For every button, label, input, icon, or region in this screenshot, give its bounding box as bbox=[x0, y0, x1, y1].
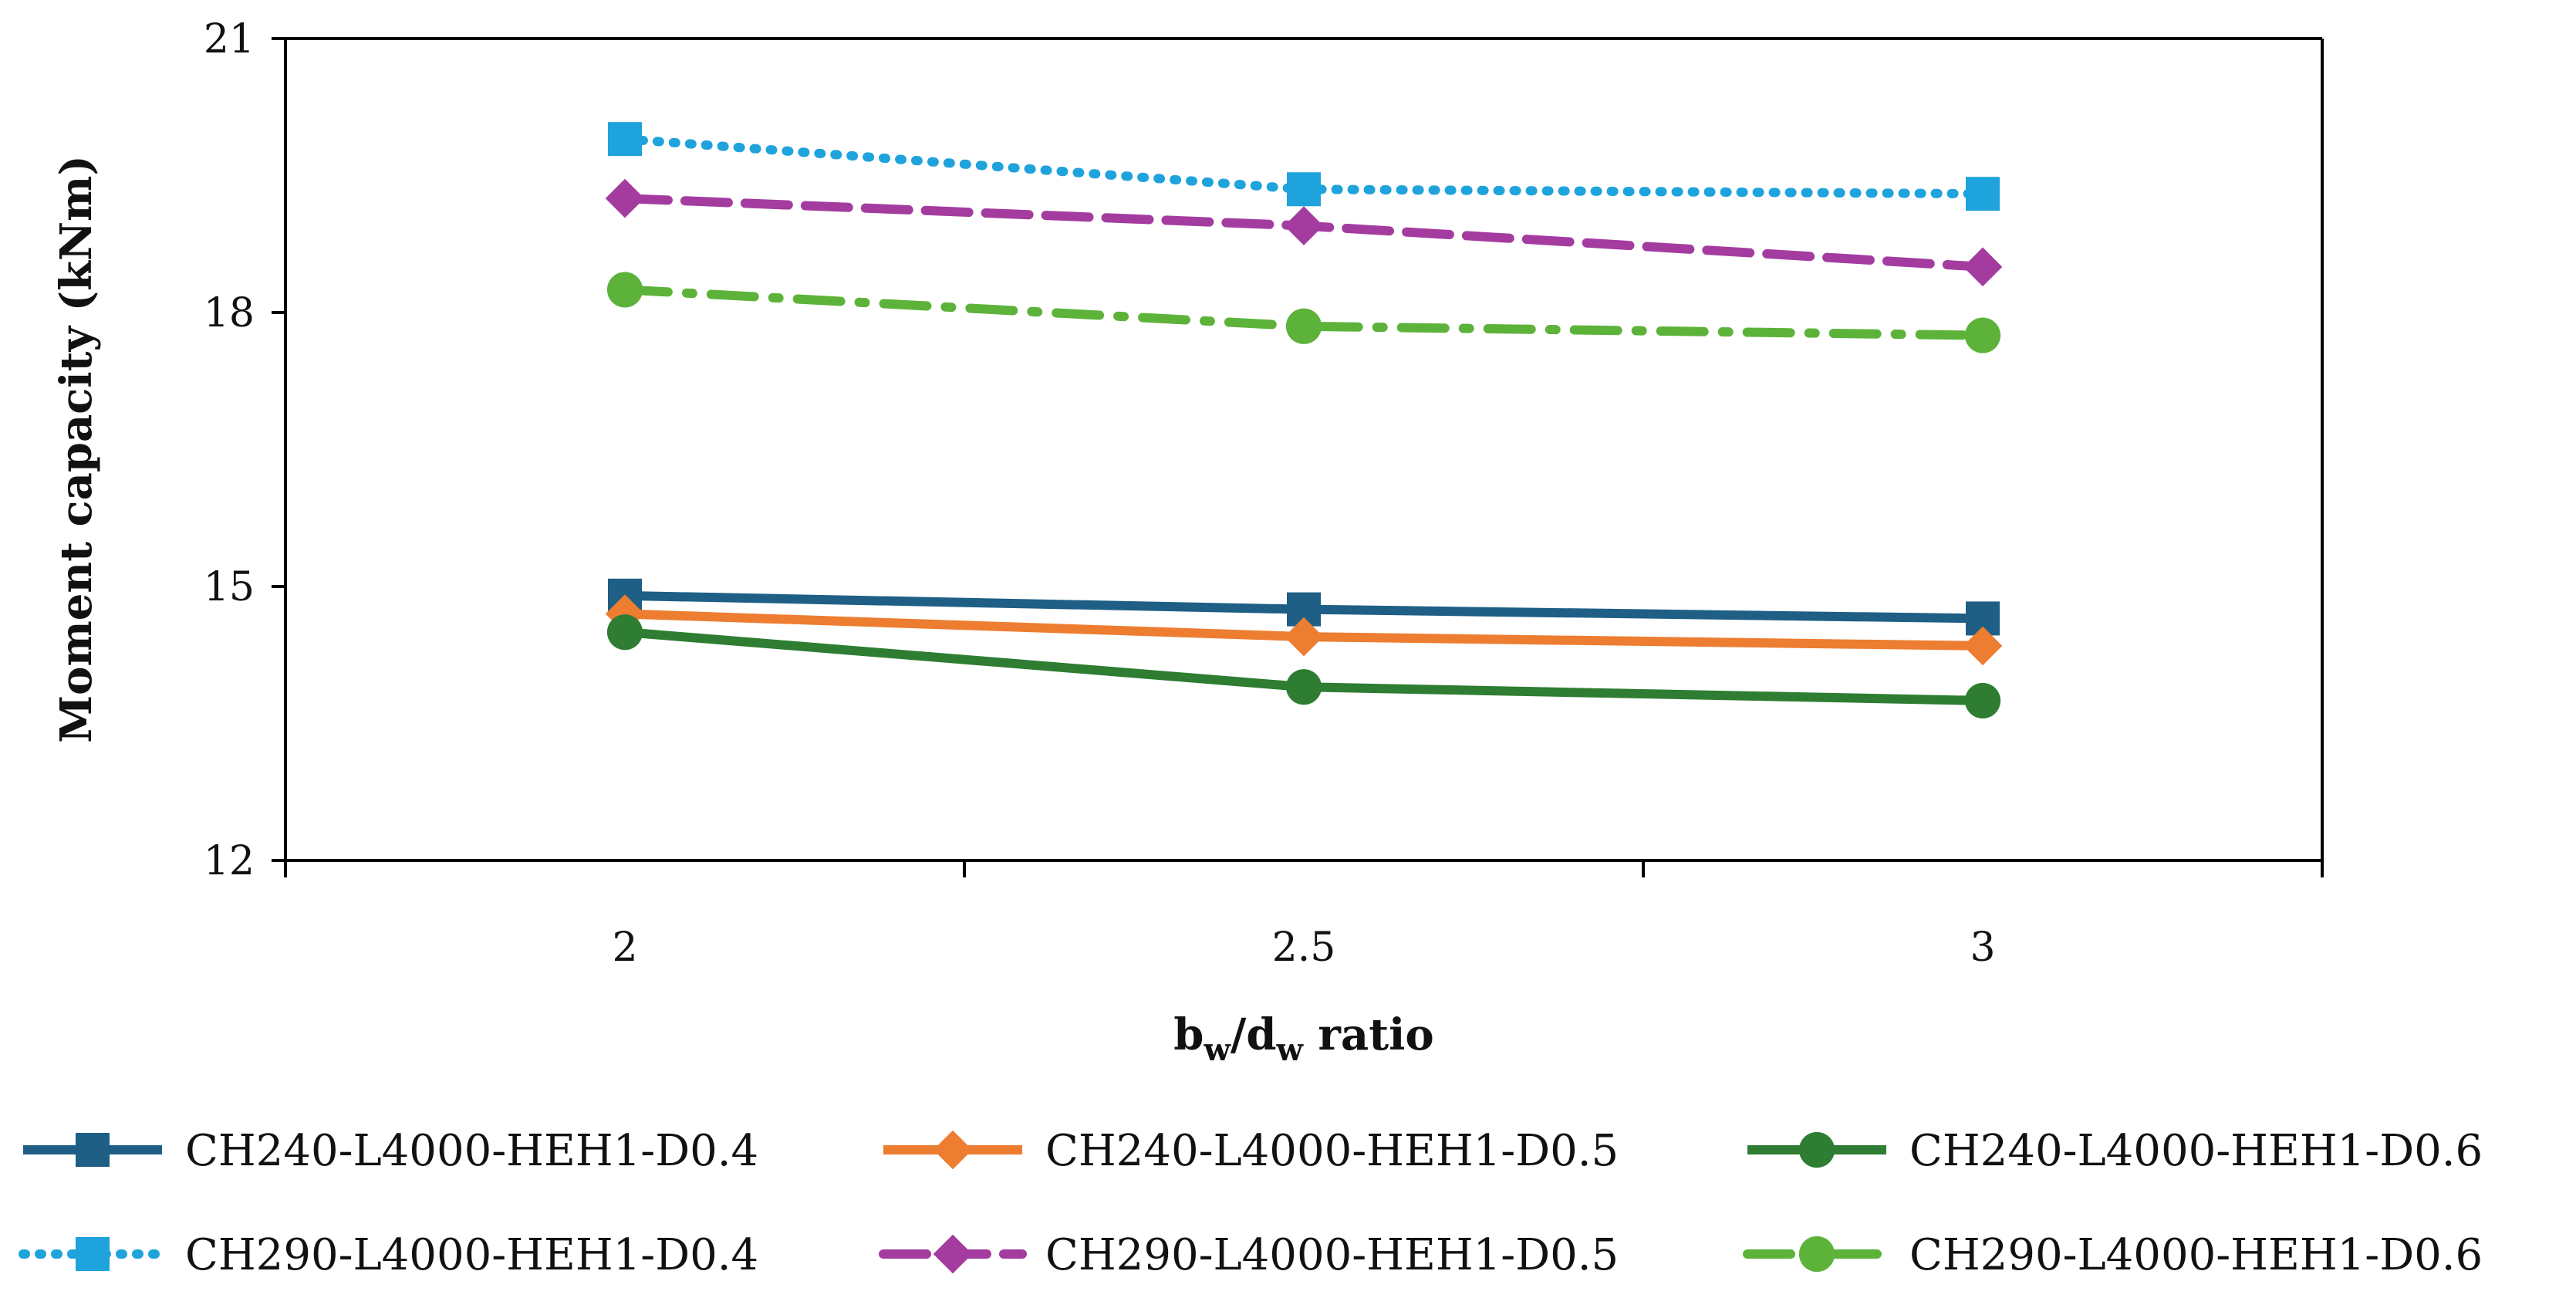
legend-label: CH240-L4000-HEH1-D0.6 bbox=[1909, 1126, 2483, 1176]
x-axis-title-sub-w1: w bbox=[1203, 1032, 1231, 1068]
legend-item-1: CH240-L4000-HEH1-D0.4 bbox=[23, 1126, 758, 1176]
series-line bbox=[620, 285, 1987, 340]
data-point bbox=[606, 614, 643, 651]
x-axis-title-slash: / bbox=[1231, 1009, 1247, 1060]
data-point bbox=[1963, 247, 2003, 287]
legend-swatch-marker bbox=[76, 1237, 110, 1271]
data-point bbox=[1964, 317, 2001, 353]
x-tick-label: 2.5 bbox=[1272, 925, 1336, 971]
data-point bbox=[1966, 177, 2000, 211]
x-tick-label: 3 bbox=[1970, 925, 1995, 971]
legend-swatch-marker bbox=[76, 1133, 110, 1167]
series-4 bbox=[608, 122, 2000, 211]
x-axis-title-d: d bbox=[1246, 1009, 1276, 1060]
data-point bbox=[1964, 682, 2001, 719]
legend: CH240-L4000-HEH1-D0.4 CH240-L4000-HEH1-D0… bbox=[19, 1126, 2483, 1280]
x-axis-title-rest: ratio bbox=[1303, 1009, 1434, 1060]
legend-label: CH290-L4000-HEH1-D0.6 bbox=[1909, 1230, 2483, 1280]
legend-label: CH240-L4000-HEH1-D0.5 bbox=[1045, 1126, 1619, 1176]
series-5 bbox=[605, 178, 2003, 287]
data-point bbox=[605, 594, 645, 634]
data-point bbox=[608, 122, 642, 157]
y-tick-label: 21 bbox=[204, 16, 255, 63]
x-tick-label: 2 bbox=[612, 925, 637, 971]
data-point bbox=[1285, 669, 1322, 705]
series-layer bbox=[605, 122, 2003, 719]
legend-item-4: CH290-L4000-HEH1-D0.4 bbox=[19, 1230, 758, 1280]
y-tick-label: 12 bbox=[204, 838, 255, 884]
data-point bbox=[606, 272, 643, 308]
legend-item-2: CH240-L4000-HEH1-D0.5 bbox=[883, 1126, 1619, 1176]
data-point bbox=[1284, 617, 1324, 657]
legend-label: CH290-L4000-HEH1-D0.4 bbox=[185, 1230, 758, 1280]
series-6 bbox=[606, 272, 2001, 353]
data-point bbox=[1284, 206, 1324, 245]
y-tick-label: 15 bbox=[204, 564, 255, 610]
legend-item-5: CH290-L4000-HEH1-D0.5 bbox=[879, 1230, 1619, 1280]
series-3 bbox=[606, 614, 2001, 719]
legend-label: CH290-L4000-HEH1-D0.5 bbox=[1045, 1230, 1619, 1280]
y-axis-title: Moment capacity (kNm) bbox=[51, 155, 102, 743]
legend-swatch-marker bbox=[933, 1234, 973, 1274]
plot-area bbox=[285, 39, 2322, 860]
series-2 bbox=[605, 594, 2003, 666]
data-point bbox=[605, 178, 645, 218]
legend-item-3: CH240-L4000-HEH1-D0.6 bbox=[1747, 1126, 2483, 1176]
data-point bbox=[1285, 308, 1322, 344]
legend-item-6: CH290-L4000-HEH1-D0.6 bbox=[1743, 1230, 2483, 1280]
axes: 12 15 18 21 2 2.5 3 bbox=[204, 16, 2324, 971]
x-axis-title-b: b bbox=[1173, 1009, 1204, 1060]
legend-swatch-marker bbox=[933, 1130, 973, 1170]
legend-swatch-marker bbox=[1798, 1236, 1835, 1273]
y-tick-label: 18 bbox=[204, 290, 255, 336]
data-point bbox=[1963, 626, 2003, 666]
legend-swatch-marker bbox=[1798, 1131, 1835, 1168]
legend-label: CH240-L4000-HEH1-D0.4 bbox=[185, 1126, 758, 1176]
x-axis-title-sub-w2: w bbox=[1275, 1032, 1304, 1068]
data-point bbox=[1287, 172, 1321, 207]
x-axis-title: bw/dw ratio bbox=[1173, 1009, 1433, 1068]
